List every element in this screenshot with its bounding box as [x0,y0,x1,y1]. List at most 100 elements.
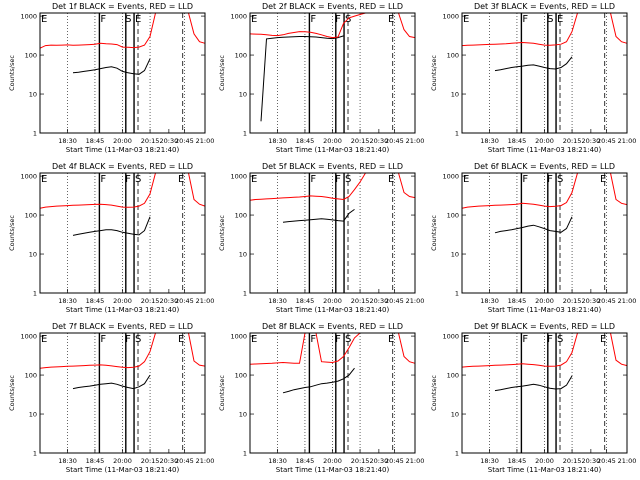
event-marker: E [600,334,606,345]
x-tick-label: 20:45 [597,137,616,145]
panel-title: Det 4f BLACK = Events, RED = LLD [52,162,193,171]
panel-3: Det 3f BLACK = Events, RED = LLD Counts/s… [430,2,636,154]
x-tick-label: 20:45 [385,137,404,145]
plot-frame [461,172,628,294]
event-marker: E [600,174,606,185]
x-tick-label: 18:30 [58,137,77,145]
x-axis-label: Start Time (11-Mar-03 18:21:40) [488,466,602,474]
event-marker: S [135,174,141,185]
events-series-line [494,56,573,72]
panel-title: Det 6f BLACK = Events, RED = LLD [474,162,615,171]
x-tick-label: 18:30 [480,137,499,145]
x-tick-label: 20:30 [159,137,178,145]
panel-title: Det 1f BLACK = Events, RED = LLD [52,2,193,11]
event-marker: E [463,334,469,345]
x-tick-label: 20:00 [535,457,554,465]
event-marker: E [388,14,394,25]
x-tick-label: 18:45 [296,457,315,465]
panel-title: Det 5f BLACK = Events, RED = LLD [262,162,403,171]
event-marker: F [125,334,131,345]
x-axis-label: Start Time (11-Mar-03 18:21:40) [276,306,390,314]
x-tick-label: 20:30 [369,137,388,145]
x-axis-label: Start Time (11-Mar-03 18:21:40) [66,306,180,314]
x-tick-label: 20:45 [597,297,616,305]
event-marker: F [310,334,316,345]
panel-7: Det 7f BLACK = Events, RED = LLD Counts/s… [8,322,214,474]
events-series-line [260,35,344,122]
x-tick-label: 20:45 [597,457,616,465]
event-marker: E [388,174,394,185]
y-tick-label: 1000 [442,333,459,341]
event-marker: F [100,14,106,25]
y-axis-label: Counts/sec [218,375,226,411]
events-series-line [282,208,355,223]
y-tick-label: 10 [451,91,459,99]
x-tick-label: 20:00 [323,297,342,305]
event-marker: F [100,174,106,185]
event-marker: E [41,14,47,25]
y-axis-label: Counts/sec [8,375,16,411]
x-tick-label: 20:00 [113,457,132,465]
x-tick-label: 20:45 [385,297,404,305]
y-tick-label: 1 [455,290,459,298]
panel-title: Det 8f BLACK = Events, RED = LLD [262,322,403,331]
events-series-line [72,374,151,390]
y-tick-label: 10 [29,91,37,99]
y-tick-label: 100 [235,212,247,220]
panel-title: Det 2f BLACK = Events, RED = LLD [262,2,403,11]
x-tick-label: 20:15 [563,297,582,305]
y-axis-label: Counts/sec [8,55,16,91]
x-tick-label: 18:45 [86,457,105,465]
event-marker: S [557,334,563,345]
plot-frame [39,12,206,134]
lld-series-line [39,12,206,49]
y-tick-label: 1 [455,130,459,138]
y-tick-label: 1000 [230,333,247,341]
x-tick-label: 20:00 [535,137,554,145]
event-marker: F [522,334,528,345]
y-tick-label: 1 [243,290,247,298]
x-tick-label: 20:30 [369,457,388,465]
x-axis-label: Start Time (11-Mar-03 18:21:40) [276,466,390,474]
x-tick-label: 20:30 [369,297,388,305]
event-marker: S [345,14,351,25]
event-marker: F [125,174,131,185]
event-marker: F [547,334,553,345]
y-tick-label: 1000 [442,173,459,181]
x-tick-label: 20:30 [581,457,600,465]
x-axis-label: Start Time (11-Mar-03 18:21:40) [66,146,180,154]
panel-title: Det 7f BLACK = Events, RED = LLD [52,322,193,331]
event-marker: F [335,174,341,185]
x-tick-label: 20:15 [351,297,370,305]
y-tick-label: 1000 [20,13,37,21]
x-tick-label: 21:00 [406,297,425,305]
y-axis-label: Counts/sec [218,215,226,251]
event-marker: F [335,14,341,25]
x-tick-label: 18:45 [508,137,527,145]
y-tick-label: 1 [243,130,247,138]
panel-6: Det 6f BLACK = Events, RED = LLD Counts/s… [430,162,636,314]
x-tick-label: 21:00 [618,297,637,305]
y-tick-label: 1 [33,450,37,458]
event-marker: F [310,14,316,25]
event-marker: E [41,174,47,185]
x-tick-label: 21:00 [618,137,637,145]
y-axis-label: Counts/sec [218,55,226,91]
y-tick-label: 1000 [20,333,37,341]
x-tick-label: 20:00 [535,297,554,305]
x-tick-label: 20:15 [351,457,370,465]
y-tick-label: 100 [447,372,459,380]
x-tick-label: 20:45 [175,297,194,305]
panel-5: Det 5f BLACK = Events, RED = LLD Counts/s… [218,162,424,314]
x-axis-label: Start Time (11-Mar-03 18:21:40) [488,306,602,314]
x-tick-label: 20:15 [351,137,370,145]
event-marker: E [251,334,257,345]
event-marker: E [41,334,47,345]
x-tick-label: 20:15 [563,457,582,465]
x-tick-label: 21:00 [196,137,215,145]
x-tick-label: 20:00 [323,137,342,145]
x-tick-label: 18:30 [268,137,287,145]
x-tick-label: 18:30 [58,457,77,465]
x-tick-label: 18:45 [296,297,315,305]
